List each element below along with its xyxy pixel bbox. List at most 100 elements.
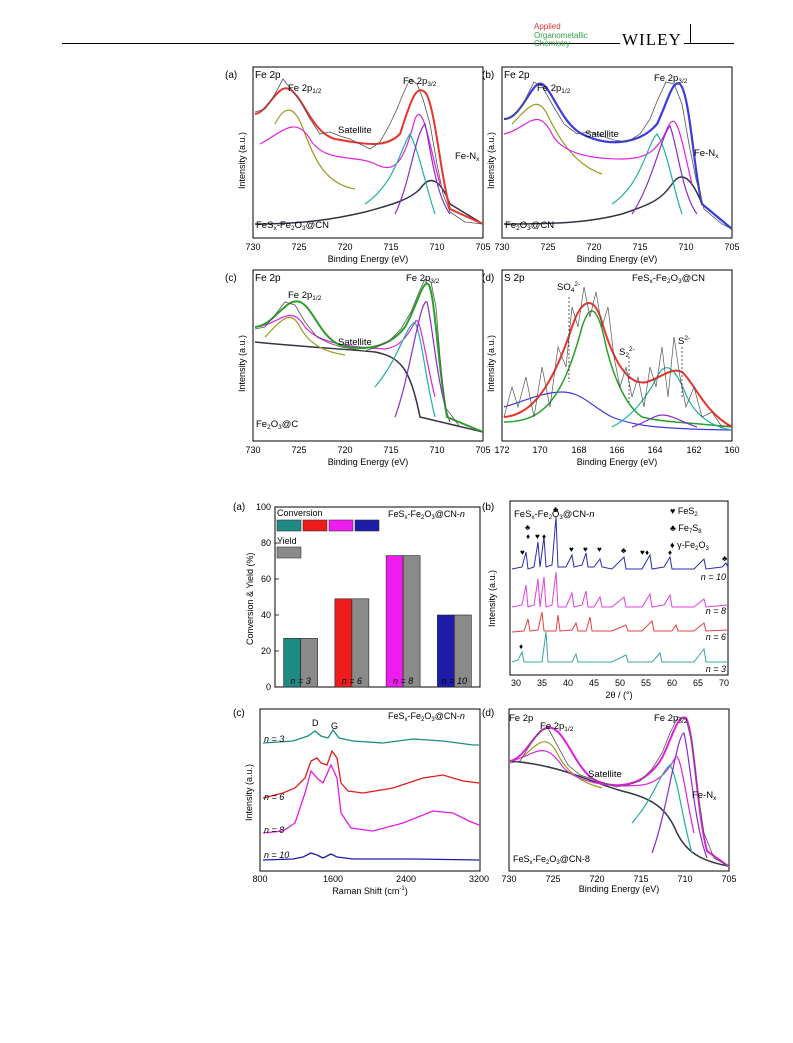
curves bbox=[503, 286, 733, 431]
legend-conversion: Conversion bbox=[277, 508, 323, 518]
x-tick: 715 bbox=[632, 242, 647, 252]
sample-label: FeSx-Fe2O3@CN-8 bbox=[513, 854, 590, 866]
marker-fe7s8: ♣ bbox=[553, 505, 559, 514]
peak-label-2: Fe 2p3/2 bbox=[654, 73, 688, 85]
chart-title: FeSx-Fe2O3@CN-n bbox=[388, 509, 465, 521]
marker-fe7s8: ♣ bbox=[621, 546, 627, 555]
marker-fe2o3: ♦ bbox=[526, 532, 530, 541]
region-label: Fe 2p bbox=[504, 70, 530, 81]
legend: ♥ FeS2 ♣ Fe7S8 ♦ γ-Fe2O3 bbox=[670, 506, 709, 552]
x-tick: 30 bbox=[511, 678, 521, 688]
bar-conversion-1 bbox=[334, 598, 353, 688]
curve-label-n8: n = 8 bbox=[264, 825, 284, 835]
y-tick-label: 100 bbox=[256, 502, 271, 512]
curve-label-n6: n = 6 bbox=[706, 632, 726, 642]
peak-label-1: Fe 2p1/2 bbox=[288, 83, 322, 95]
curve-label-n10: n = 10 bbox=[264, 850, 289, 860]
sample-label: FeSx-Fe2O3@CN bbox=[256, 220, 329, 232]
s2-label: S22- bbox=[619, 346, 635, 359]
g-band-label: G bbox=[331, 721, 338, 731]
satellite-label: Satellite bbox=[338, 125, 372, 136]
fig1-panel-b: (b) Fe 2p Fe 2p1/2 Fe 2p3/2 Satellite Fe… bbox=[482, 66, 740, 264]
region-label: S 2p bbox=[504, 273, 525, 284]
panel-letter: (a) bbox=[225, 70, 237, 81]
marker-fe2o3: ♦ bbox=[519, 642, 523, 651]
bar-yield-0 bbox=[300, 638, 318, 688]
x-tick: 3200 bbox=[469, 874, 489, 884]
legend-fe7s8: ♣ Fe7S8 bbox=[670, 523, 702, 535]
legend-conversion-swatch bbox=[354, 519, 380, 532]
y-ticks: 0 20 40 60 80 100 bbox=[256, 502, 279, 692]
x-axis-label: Binding Energy (eV) bbox=[577, 254, 658, 264]
x-tick: 2400 bbox=[396, 874, 416, 884]
x-tick: 40 bbox=[563, 678, 573, 688]
panel-letter: (a) bbox=[233, 502, 245, 513]
y-tick-label: 20 bbox=[261, 646, 271, 656]
peak-markers: ♥ ♣ ♦ ♥ ♦ ♣ ♥ ♥ ♥ ♣ ♥ ♦ ♦ ♣ ♦ bbox=[519, 505, 728, 651]
x-ticks: 730 725 720 715 710 705 bbox=[501, 874, 736, 884]
x-tick: 720 bbox=[337, 445, 352, 455]
plot-frame bbox=[509, 500, 729, 676]
x-ticks: 800 1600 2400 3200 bbox=[252, 874, 489, 884]
x-axis-label: Binding Energy (eV) bbox=[577, 457, 658, 467]
y-tick-label: 80 bbox=[261, 538, 271, 548]
x-tick: 55 bbox=[641, 678, 651, 688]
x-tick: 710 bbox=[678, 242, 693, 252]
x-tick: 730 bbox=[245, 242, 260, 252]
panel-letter: (c) bbox=[233, 708, 245, 719]
journal-line3: Chemistry bbox=[534, 39, 571, 48]
plot-frame bbox=[501, 66, 733, 239]
x-tick: 715 bbox=[383, 445, 398, 455]
x-tick: 160 bbox=[724, 445, 739, 455]
y-axis-label: Intensity (a.u.) bbox=[486, 335, 496, 392]
x-ticks: 730 725 720 715 710 705 bbox=[245, 445, 490, 455]
x-tick: 705 bbox=[475, 445, 490, 455]
panel-letter: (d) bbox=[482, 273, 494, 284]
legend-yield: Yield bbox=[277, 536, 297, 546]
curve-label-n10: n = 10 bbox=[701, 572, 726, 582]
panel-letter: (b) bbox=[482, 70, 494, 81]
satellite-label: Satellite bbox=[588, 769, 622, 780]
legend-conversion-swatch bbox=[276, 519, 302, 532]
x-axis-label: Binding Energy (eV) bbox=[328, 254, 409, 264]
so4-label: SO42- bbox=[557, 281, 580, 294]
fe-n-label: Fe-Nx bbox=[694, 148, 719, 160]
fig1-panel-d: (d) S 2p SO42- S22- S2- FeSx-Fe2O3@CN In… bbox=[482, 269, 740, 467]
x-tick: 710 bbox=[677, 874, 692, 884]
curve-label-n3: n = 3 bbox=[706, 664, 726, 674]
y-axis-label: Intensity (a.u.) bbox=[487, 570, 497, 627]
x-tick: 168 bbox=[571, 445, 586, 455]
x-ticks: 172 170 168 166 164 162 160 bbox=[494, 445, 739, 455]
x-tick: 725 bbox=[545, 874, 560, 884]
plot-frame bbox=[252, 269, 484, 442]
fig1-panel-c: (c) Fe 2p Fe 2p1/2 Fe 2p3/2 Satellite Fe… bbox=[225, 269, 491, 467]
legend-swatches bbox=[276, 519, 380, 532]
journal-logo: Applied Organometallic Chemistry bbox=[534, 22, 588, 49]
y-tick-label: 40 bbox=[261, 610, 271, 620]
x-tick: 166 bbox=[609, 445, 624, 455]
x-tick: 172 bbox=[494, 445, 509, 455]
curves bbox=[254, 278, 484, 433]
x-tick: 705 bbox=[721, 874, 736, 884]
peak-label-1: Fe 2p1/2 bbox=[537, 83, 571, 95]
curves bbox=[511, 516, 729, 663]
marker-fes2: ♥ bbox=[535, 532, 540, 541]
x-axis-label: 2θ / (°) bbox=[605, 690, 632, 700]
sample-label: Fe2O3@C bbox=[256, 419, 298, 431]
x-tick: 730 bbox=[501, 874, 516, 884]
panel-letter: (d) bbox=[482, 708, 494, 719]
legend-conversion-swatch bbox=[302, 519, 328, 532]
x-tick: 1600 bbox=[323, 874, 343, 884]
y-tick-label: 60 bbox=[261, 574, 271, 584]
sample-label: FeSx-Fe2O3@CN bbox=[632, 273, 705, 285]
d-band-label: D bbox=[312, 718, 319, 728]
y-axis-label: Intensity (a.u.) bbox=[244, 764, 254, 821]
curves bbox=[509, 716, 729, 867]
peak-label-1: Fe 2p1/2 bbox=[540, 721, 574, 733]
x-axis-label: Binding Energy (eV) bbox=[579, 884, 660, 894]
y-tick-label: 0 bbox=[266, 682, 271, 692]
x-tick: 705 bbox=[724, 242, 739, 252]
x-tick: 720 bbox=[337, 242, 352, 252]
marker-fes2: ♥ bbox=[597, 545, 602, 554]
satellite-label: Satellite bbox=[338, 337, 372, 348]
